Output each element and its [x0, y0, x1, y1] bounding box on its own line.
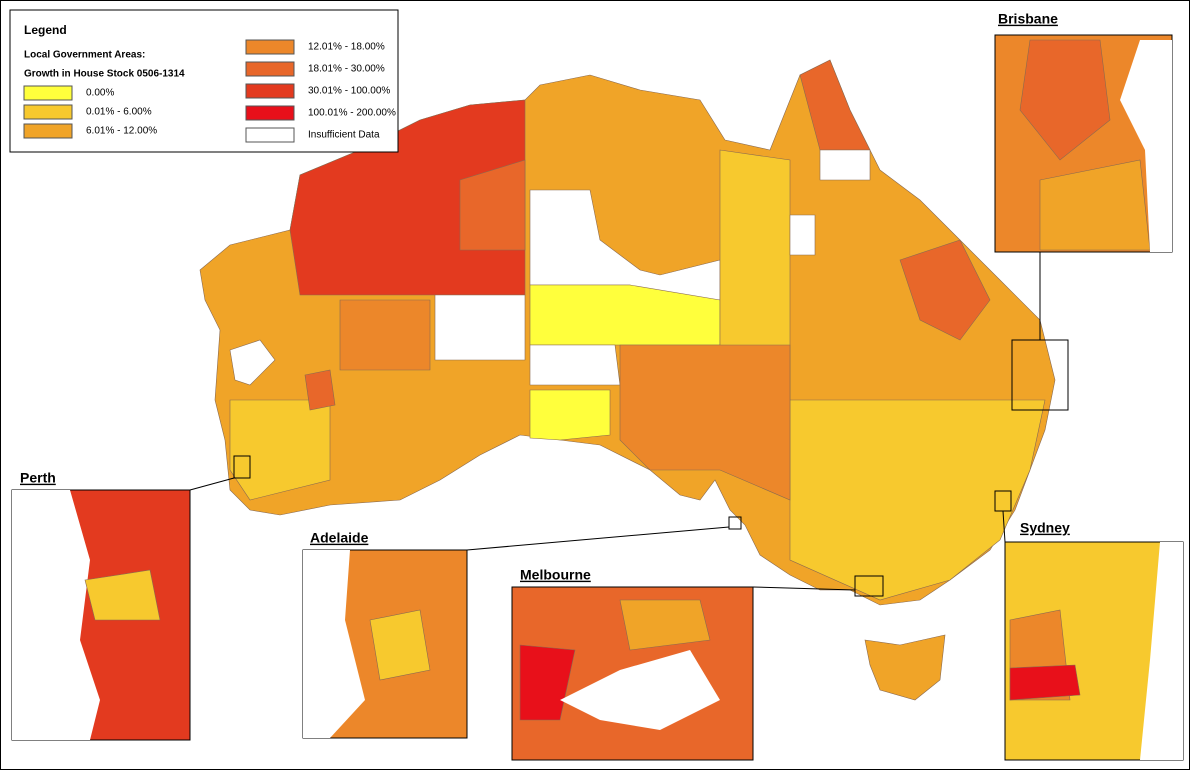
locator-boxes [189, 252, 1069, 597]
legend-label: 100.01% - 200.00% [308, 108, 396, 119]
legend-swatch [23, 85, 73, 101]
inset-label: Perth [20, 470, 56, 486]
region [789, 399, 1046, 601]
inset-label: Brisbane [998, 11, 1058, 27]
inset-adelaide [302, 549, 468, 739]
legend-label: 30.01% - 100.00% [308, 86, 390, 97]
region [304, 369, 336, 411]
legend-label: Insufficient Data [308, 130, 380, 141]
legend-label: 18.01% - 30.00% [308, 64, 385, 75]
region [619, 344, 791, 501]
legend-swatch [23, 104, 73, 120]
inset-perth [11, 489, 191, 741]
legend-label: 12.01% - 18.00% [308, 42, 385, 53]
legend-label: 6.01% - 12.00% [86, 126, 157, 137]
region [434, 294, 526, 361]
legend-swatch [245, 61, 295, 77]
inset-label: Melbourne [520, 567, 591, 583]
region [819, 149, 871, 181]
legend-swatch [245, 105, 295, 121]
region [529, 344, 621, 386]
region [529, 389, 611, 441]
inset-brisbane [994, 34, 1173, 253]
legend: Legend Local Government Areas: Growth in… [9, 9, 399, 153]
region [339, 299, 431, 371]
legend-heading: Growth in House Stock 0506-1314 [24, 69, 185, 80]
legend-title: Legend [24, 23, 67, 37]
legend-label: 0.00% [86, 88, 114, 99]
inset-labels: Brisbane Perth Adelaide Melbourne Sydney [20, 11, 1070, 583]
legend-heading: Local Government Areas: [24, 50, 145, 61]
legend-swatch [23, 123, 73, 139]
legend-swatch [245, 127, 295, 143]
legend-swatch [245, 83, 295, 99]
region [899, 239, 991, 341]
legend-swatch [245, 39, 295, 55]
inset-label: Sydney [1020, 520, 1070, 536]
region [799, 59, 871, 151]
mainland [199, 59, 1056, 606]
inset-melbourne [511, 586, 754, 761]
region [229, 339, 276, 386]
tasmania [864, 634, 946, 701]
legend-label: 0.01% - 6.00% [86, 107, 152, 118]
region [789, 214, 816, 256]
inset-sydney [1004, 541, 1184, 761]
region [459, 159, 526, 251]
inset-label: Adelaide [310, 530, 369, 546]
